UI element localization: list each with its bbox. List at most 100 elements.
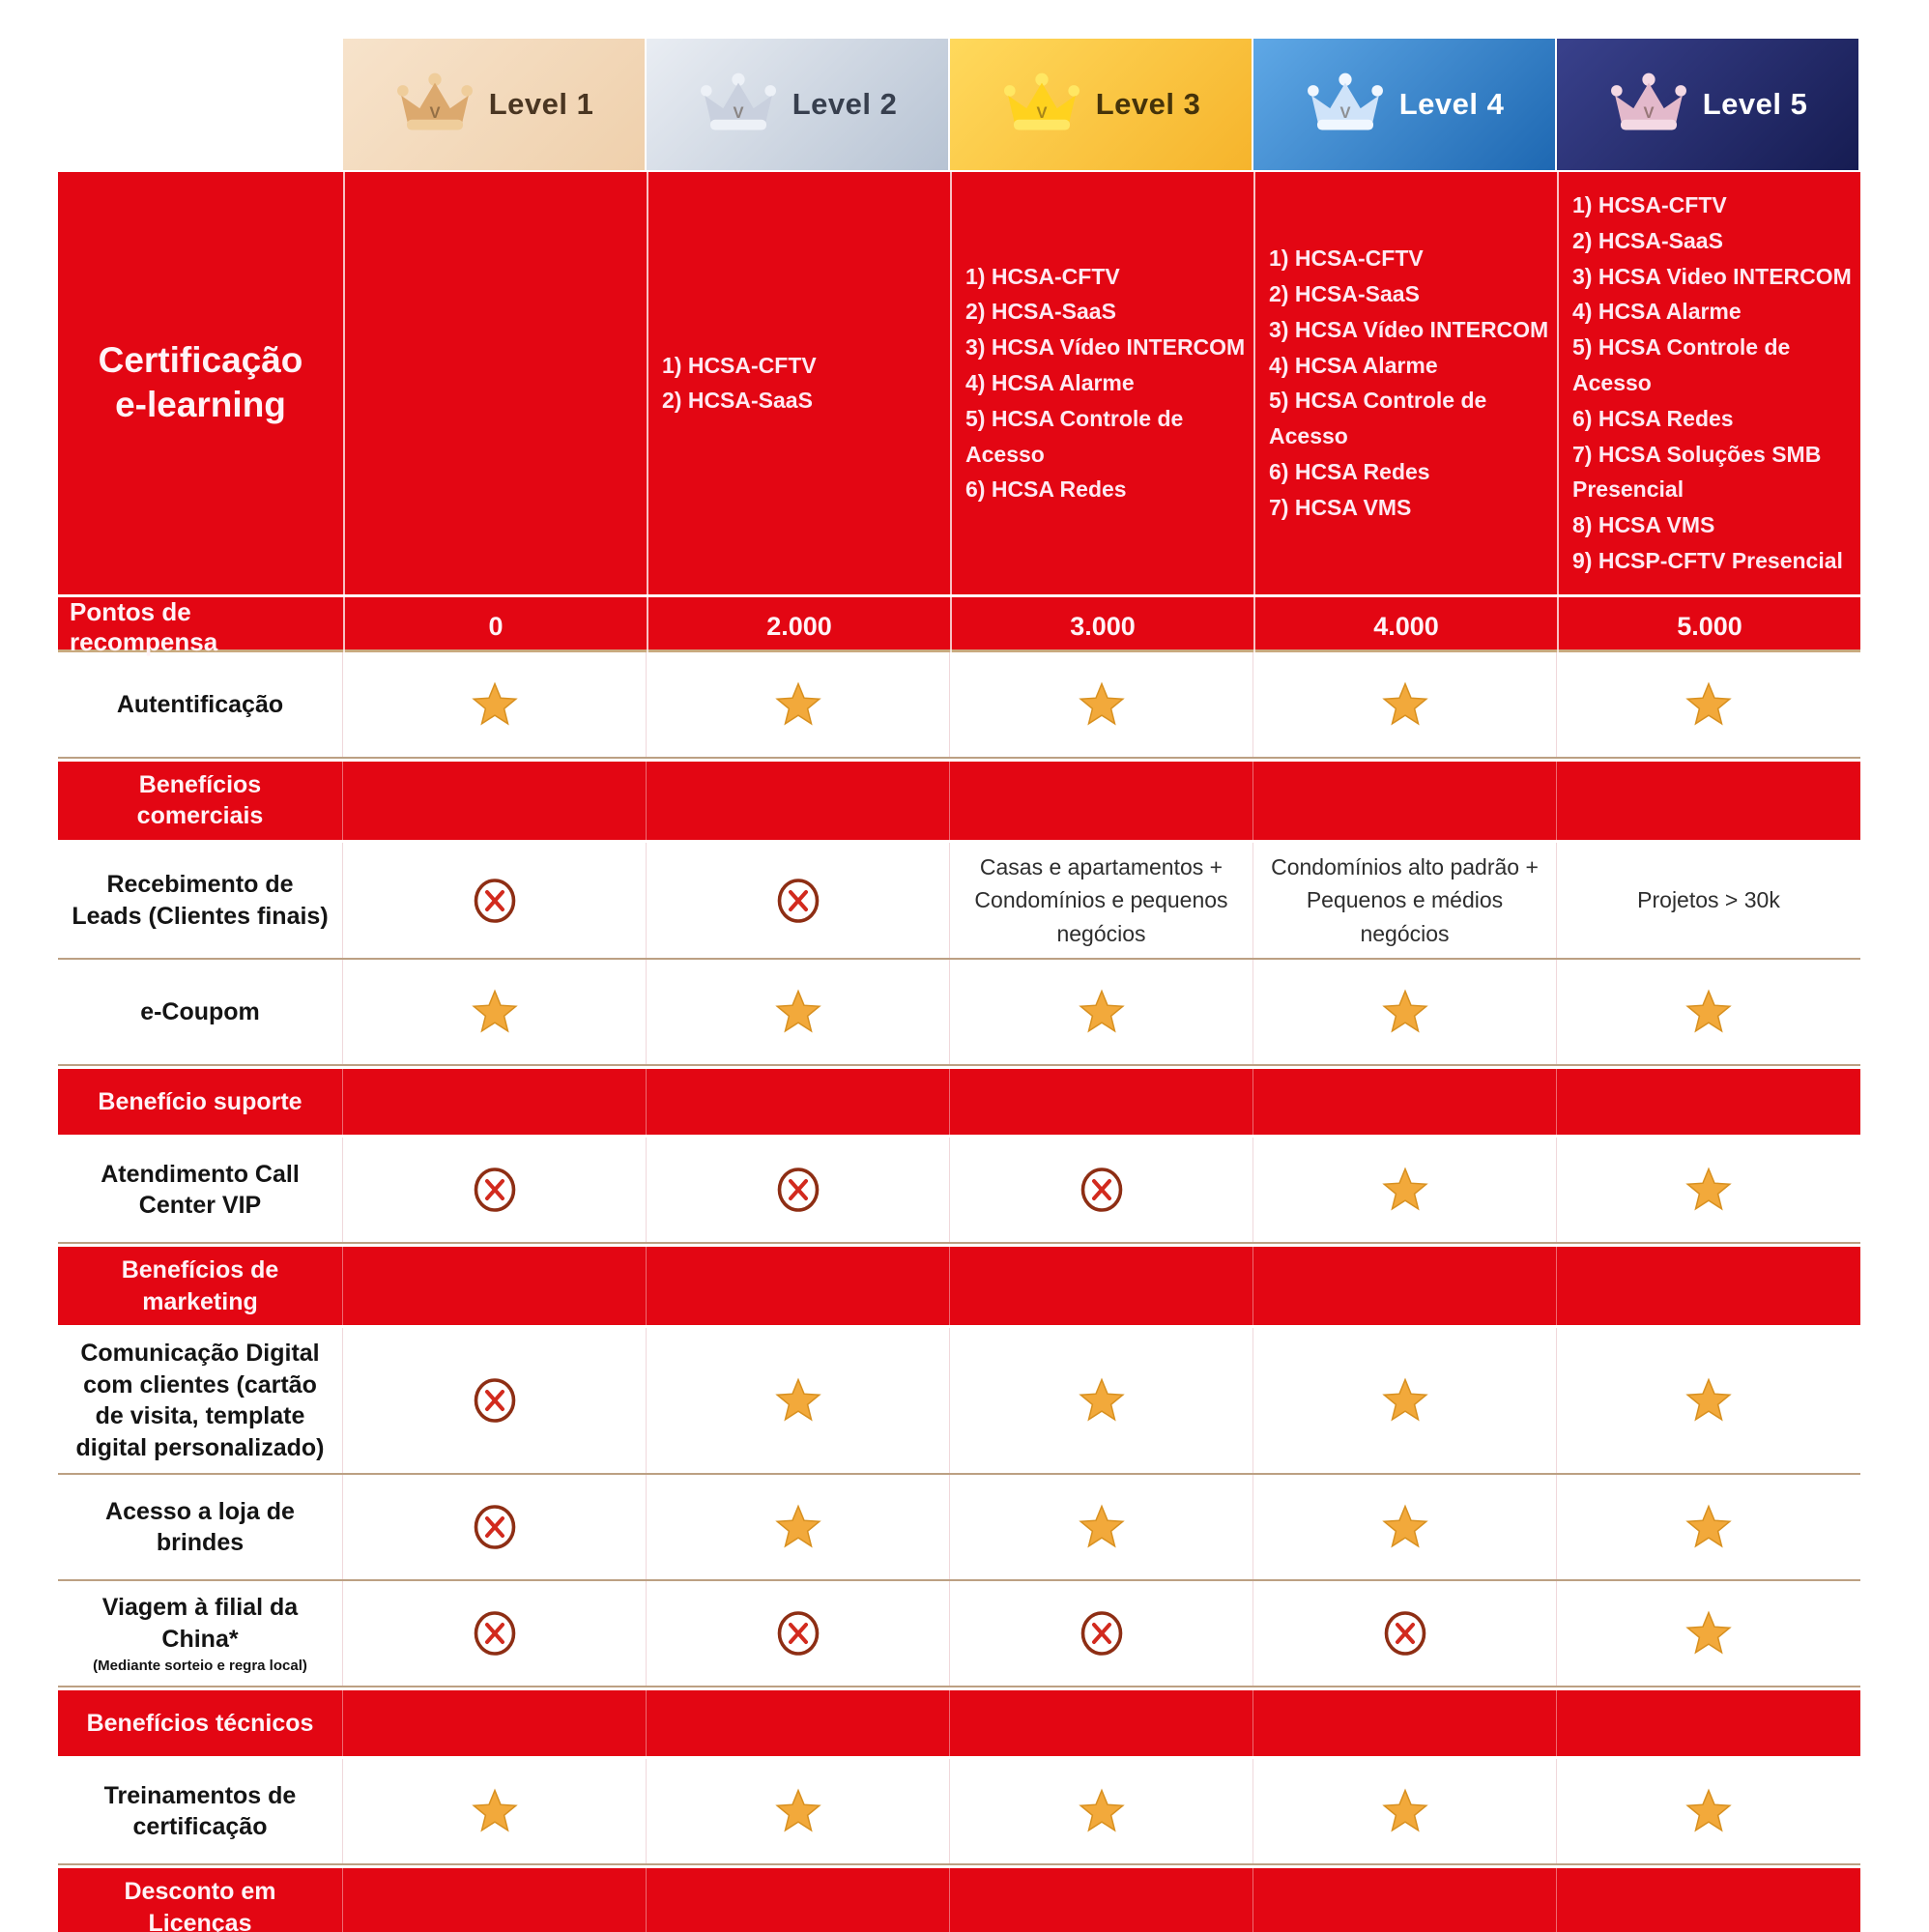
svg-text:V: V — [1036, 103, 1047, 122]
reward-points-row: Pontos de recompensa 0 2.000 3.000 4.000 5.0… — [58, 593, 1860, 657]
benefit-cell-level-2 — [647, 1475, 950, 1580]
header-spacer — [58, 39, 343, 170]
cross-icon — [474, 1378, 515, 1424]
reward-points-label: Pontos de recompensa — [70, 596, 218, 656]
benefit-cell-level-5: Projetos > 30k — [1637, 887, 1780, 913]
star-icon — [1381, 1167, 1428, 1211]
level-label: Level 2 — [792, 87, 898, 121]
benefit-label-text: Acesso a loja de brindes — [105, 1497, 295, 1557]
certification-item: 1) HCSA-CFTV — [662, 352, 817, 378]
star-icon — [1685, 1377, 1732, 1422]
benefit-cell-level-3 — [950, 1138, 1253, 1243]
level-label: Level 1 — [488, 87, 594, 121]
benefit-cell-level-2 — [647, 1138, 950, 1243]
section-label: Benefícios de marketing — [58, 1247, 343, 1326]
section-header-desconto-em-licencas: Desconto em Licenças — [58, 1865, 1860, 1932]
section-header-beneficios-tecnicos: Benefícios técnicos — [58, 1687, 1860, 1760]
benefit-row-viagem-filial-china: Viagem à filial da China* (Mediante sorte… — [58, 1581, 1860, 1688]
benefit-row-comunicacao-digital: Comunicação Digital com clientes (cartão… — [58, 1328, 1860, 1476]
benefit-cell-level-5 — [1557, 1138, 1860, 1242]
reward-points-value-level-5: 5.000 — [1557, 596, 1860, 657]
star-icon — [1685, 1167, 1732, 1211]
benefit-label: Comunicação Digital com clientes (cartão… — [58, 1328, 343, 1474]
cross-icon — [777, 1168, 819, 1213]
benefit-label: Atendimento Call Center VIP — [58, 1138, 343, 1243]
section-empty-cell — [1253, 1868, 1557, 1932]
star-icon — [774, 1788, 821, 1832]
section-label: Benefícios comerciais — [58, 761, 343, 840]
benefit-cell-level-2 — [647, 1759, 950, 1864]
level-header-row: V Level 1 V Level 2 V Level 3 V Level 4 … — [58, 39, 1860, 170]
certification-title-line1: Certificação — [98, 340, 303, 381]
section-empty-cell — [950, 1247, 1253, 1326]
star-icon — [1685, 1504, 1732, 1548]
section-empty-cell — [647, 761, 950, 840]
benefit-cell-level-4 — [1253, 960, 1557, 1065]
svg-text:V: V — [1643, 103, 1654, 122]
section-empty-cell — [1253, 1247, 1557, 1326]
star-icon — [1685, 1788, 1732, 1832]
benefit-row-treinamentos-de-certificacao: Treinamentos de certificação — [58, 1759, 1860, 1866]
benefit-label-text: Recebimento de Leads (Clientes finais) — [72, 871, 329, 930]
benefit-cell-level-1 — [343, 1138, 647, 1243]
benefit-cell-level-2 — [647, 1581, 950, 1687]
benefit-cell-level-3 — [950, 1759, 1253, 1864]
star-icon — [1078, 1504, 1125, 1548]
section-empty-cell — [647, 1247, 950, 1326]
benefit-cell-level-5 — [1557, 1475, 1860, 1579]
star-icon — [1078, 1377, 1125, 1422]
certification-item: 3) HCSA Video INTERCOM — [1572, 263, 1852, 289]
section-empty-cell — [1557, 1069, 1860, 1135]
benefit-cell-level-3 — [950, 1475, 1253, 1580]
certification-item: 9) HCSP-CFTV Presencial — [1572, 547, 1843, 573]
benefit-label-text: Viagem à filial da China* — [101, 1594, 299, 1653]
svg-text:V: V — [1339, 103, 1350, 122]
benefit-row-recebimento-de-leads: Recebimento de Leads (Clientes finais) C… — [58, 842, 1860, 961]
section-empty-cell — [647, 1690, 950, 1757]
section-empty-cell — [1253, 761, 1557, 840]
benefit-cell-level-3 — [950, 651, 1253, 757]
certification-item: 1) HCSA-CFTV — [1572, 192, 1727, 217]
benefit-cell-level-3: Casas e apartamentos + Condomínios e peq… — [950, 842, 1253, 959]
star-icon — [471, 1788, 518, 1832]
star-icon — [1078, 989, 1125, 1033]
benefit-cell-level-4: Condomínios alto padrão + Pequenos e méd… — [1253, 842, 1557, 959]
section-empty-cell — [1253, 1069, 1557, 1136]
benefit-cell-level-4 — [1253, 1581, 1557, 1687]
certification-item: 6) HCSA Redes — [1572, 405, 1734, 431]
section-empty-cell — [950, 761, 1253, 840]
benefit-cell-level-1 — [343, 1475, 647, 1580]
certification-item: 8) HCSA VMS — [1572, 512, 1715, 538]
level-banner-3: V Level 3 — [950, 39, 1252, 170]
cross-icon — [474, 878, 515, 923]
benefit-cell-level-3 — [950, 1581, 1253, 1687]
section-empty-cell — [1557, 1247, 1860, 1325]
benefit-cell-level-4 — [1253, 1759, 1557, 1864]
certification-item: 4) HCSA Alarme — [1572, 299, 1742, 325]
certification-item: 4) HCSA Alarme — [965, 369, 1135, 395]
benefit-cell-level-1 — [343, 960, 647, 1065]
benefit-label: Autentificação — [58, 651, 343, 757]
benefit-label: Treinamentos de certificação — [58, 1759, 343, 1864]
certification-item: 4) HCSA Alarme — [1269, 352, 1438, 378]
star-icon — [774, 989, 821, 1033]
benefit-label-text: Atendimento Call Center VIP — [101, 1160, 300, 1220]
certification-item: 5) HCSA Controle de Acesso — [1572, 334, 1791, 395]
benefit-cell-level-4 — [1253, 651, 1557, 757]
certification-list-level-2: 1) HCSA-CFTV 2) HCSA-SaaS — [647, 172, 950, 594]
level-label: Level 3 — [1095, 87, 1201, 121]
certification-item: 3) HCSA Vídeo INTERCOM — [1269, 316, 1549, 342]
certification-item: 1) HCSA-CFTV — [965, 263, 1120, 289]
certification-item: 5) HCSA Controle de Acesso — [965, 405, 1184, 467]
section-header-beneficios-de-marketing: Benefícios de marketing — [58, 1244, 1860, 1329]
star-icon — [1078, 1788, 1125, 1832]
benefit-row-atendimento-call-center-vip: Atendimento Call Center VIP — [58, 1138, 1860, 1245]
section-empty-cell — [1253, 1690, 1557, 1757]
section-empty-cell — [647, 1069, 950, 1136]
section-empty-cell — [950, 1868, 1253, 1932]
benefit-row-e-coupom: e-Coupom — [58, 960, 1860, 1067]
certification-item: 1) HCSA-CFTV — [1269, 245, 1424, 272]
section-empty-cell — [647, 1868, 950, 1932]
reward-points-value-level-2: 2.000 — [647, 596, 950, 657]
level-banner-4: V Level 4 — [1253, 39, 1555, 170]
